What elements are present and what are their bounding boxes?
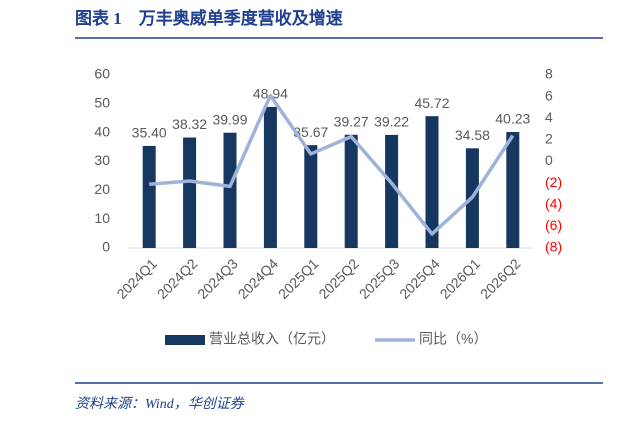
x-tick-label: 2026Q1 [437,255,484,302]
value-label: 34.58 [455,127,490,143]
bar [183,137,197,248]
bar [223,132,237,248]
y2-tick-label: (2) [545,174,562,190]
bar [385,134,399,248]
y-tick-label: 10 [94,210,110,226]
bar [344,134,358,248]
bar [506,132,520,248]
x-tick-label: 2025Q3 [356,255,403,302]
line [149,93,515,236]
bar [425,116,439,248]
value-label: 39.27 [334,113,369,129]
legend-label: 同比（%） [419,331,487,347]
y-tick-label: 60 [94,66,110,82]
legend-swatch [165,335,205,345]
chart-title: 图表 1 万丰奥威单季度营收及增速 [75,8,343,28]
y-tick-label: 30 [94,152,110,168]
legend-label: 营业总收入（亿元） [209,331,335,347]
bar [142,145,156,248]
bar [263,106,277,248]
value-label: 35.67 [293,124,328,140]
y2-tick-label: (4) [545,195,562,211]
y-tick-label: 0 [102,239,110,255]
value-label: 45.72 [414,95,449,111]
value-label: 39.22 [374,114,409,130]
y-tick-label: 40 [94,123,110,139]
x-tick-label: 2024Q2 [154,255,201,302]
y2-tick-label: 8 [545,66,553,82]
x-tick-label: 2024Q4 [235,255,282,302]
x-tick-label: 2025Q4 [396,255,443,302]
source: 资料来源：Wind，华创证券 [75,396,245,412]
y2-tick-label: 6 [545,87,553,103]
x-tick-label: 2025Q2 [315,255,362,302]
y2-tick-label: 2 [545,131,553,147]
y2-tick-label: (6) [545,217,562,233]
value-label: 39.99 [212,111,247,127]
x-tick-label: 2024Q3 [194,255,241,302]
y-tick-label: 50 [94,95,110,111]
value-label: 48.94 [253,86,288,102]
value-label: 40.23 [495,111,530,127]
bar [304,145,318,248]
y-tick-label: 20 [94,181,110,197]
x-tick-label: 2026Q2 [477,255,524,302]
x-tick-label: 2025Q1 [275,255,322,302]
y2-tick-label: 0 [545,152,553,168]
x-tick-label: 2024Q1 [113,255,160,302]
value-label: 38.32 [172,116,207,132]
value-label: 35.40 [132,125,167,141]
y2-tick-label: (8) [545,239,562,255]
y2-tick-label: 4 [545,109,553,125]
